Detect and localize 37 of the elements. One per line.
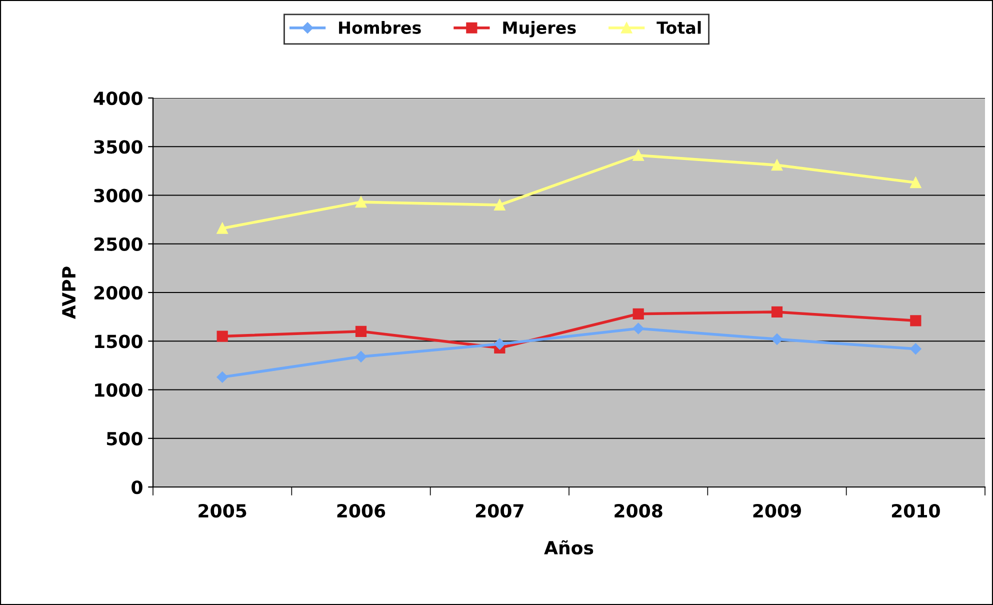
point <box>355 326 367 337</box>
y-tick-label: 3000 <box>94 188 142 202</box>
x-tick-label: 2008 <box>614 504 662 518</box>
point <box>632 322 644 334</box>
y-axis-title: AVPP <box>62 266 76 320</box>
x-tick-label: 2005 <box>198 504 246 518</box>
point <box>216 222 228 234</box>
y-tick-label: 2500 <box>94 237 142 251</box>
legend-label: Mujeres <box>503 21 576 38</box>
x-tick-label: 2006 <box>337 504 386 518</box>
point <box>771 160 783 171</box>
y-tick-label: 4000 <box>94 91 142 106</box>
point <box>216 330 228 342</box>
y-tick-label: 0 <box>132 480 142 494</box>
x-tick-label: 2009 <box>753 504 801 518</box>
point <box>216 372 228 383</box>
point <box>355 351 367 362</box>
x-axis-title: Años <box>544 540 594 555</box>
point <box>771 306 783 318</box>
y-tick-label: 2000 <box>94 286 142 300</box>
point <box>771 334 783 345</box>
y-tick-label: 1000 <box>95 383 142 397</box>
point <box>632 308 644 320</box>
point <box>355 196 367 208</box>
y-tick-label: 3500 <box>94 140 142 154</box>
x-tick-label: 2010 <box>892 504 940 518</box>
point <box>910 343 922 355</box>
point <box>494 338 506 350</box>
point <box>910 177 922 188</box>
y-tick-label: 1500 <box>95 334 142 348</box>
point <box>910 315 922 326</box>
y-tick-label: 500 <box>106 432 142 446</box>
x-tick-label: 2007 <box>476 504 524 518</box>
legend-label: Total <box>656 21 701 34</box>
point <box>494 199 506 211</box>
point <box>632 150 644 161</box>
legend-label: Hombres <box>339 21 421 34</box>
